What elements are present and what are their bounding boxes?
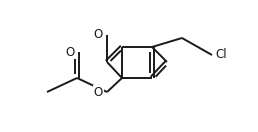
Text: O: O: [94, 86, 103, 98]
Text: O: O: [66, 46, 75, 58]
Text: Cl: Cl: [215, 48, 227, 62]
Text: O: O: [94, 29, 103, 41]
